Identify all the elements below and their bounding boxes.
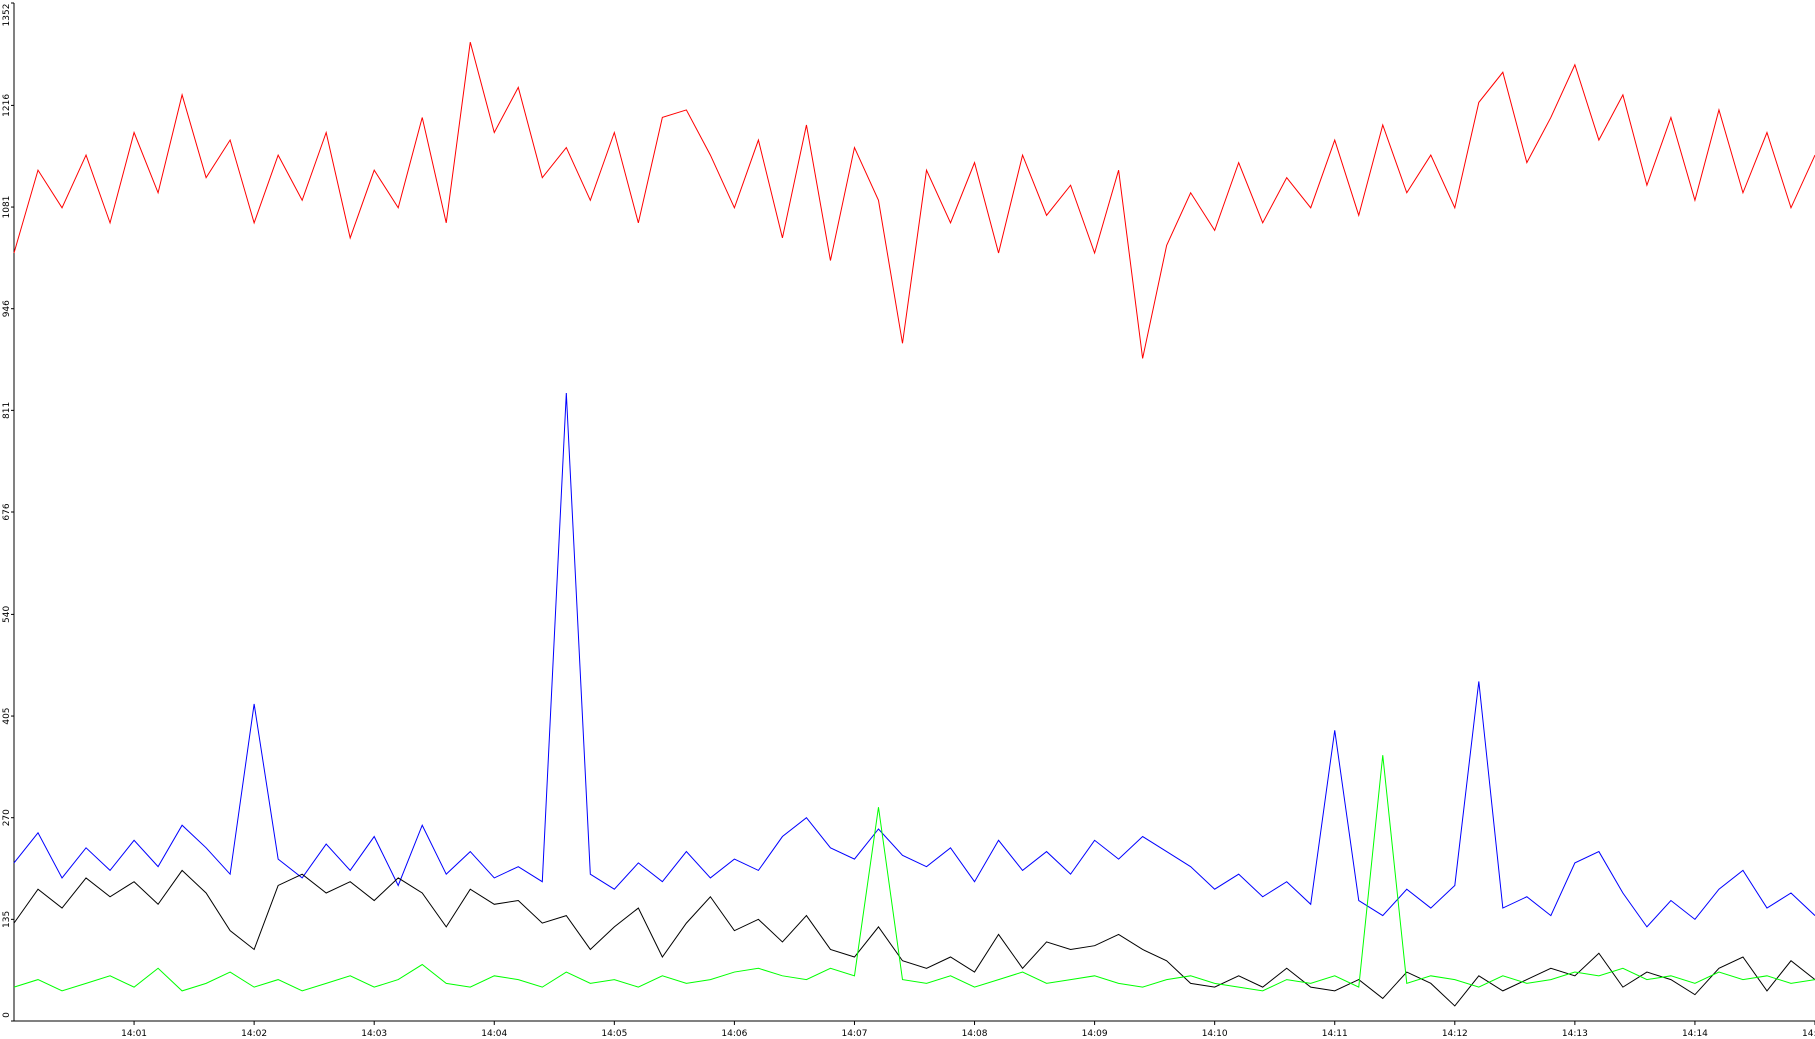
x-tick-label: 14:04: [481, 1029, 507, 1039]
x-tick-label: 14:01: [121, 1029, 147, 1039]
y-tick-label: 135: [2, 911, 12, 928]
series-line: [13, 393, 1815, 928]
y-tick-label: 540: [2, 606, 12, 623]
y-tick-label: 270: [2, 809, 12, 826]
x-tick-label: 14:12: [1442, 1029, 1468, 1039]
y-tick-label: 676: [2, 503, 12, 520]
y-tick-label: 1352: [2, 4, 12, 27]
x-tick-label: 14:11: [1322, 1029, 1348, 1039]
y-tick-label: 0: [2, 1012, 12, 1018]
x-tick-label: 14:03: [361, 1029, 387, 1039]
x-tick-label: 14:06: [721, 1029, 747, 1039]
series-line: [13, 755, 1815, 992]
x-tick-label: 14:02: [241, 1029, 267, 1039]
x-tick-label: 14:09: [1082, 1029, 1108, 1039]
x-tick-label: 14:05: [601, 1029, 627, 1039]
x-tick-label: 14:07: [841, 1029, 867, 1039]
y-tick-label: 811: [2, 402, 12, 419]
y-tick-label: 405: [2, 707, 12, 724]
x-tick-label: 14:08: [962, 1029, 988, 1039]
y-tick-label: 1081: [2, 196, 12, 219]
series-line: [13, 42, 1815, 359]
y-tick-label: 946: [2, 300, 12, 317]
x-tick-label: 14:14: [1682, 1029, 1708, 1039]
y-tick-label: 1216: [2, 94, 12, 117]
series-line: [13, 869, 1815, 1007]
x-tick-label: 14:15: [1802, 1029, 1815, 1039]
x-tick-label: 14:10: [1202, 1029, 1228, 1039]
x-tick-label: 14:13: [1562, 1029, 1588, 1039]
